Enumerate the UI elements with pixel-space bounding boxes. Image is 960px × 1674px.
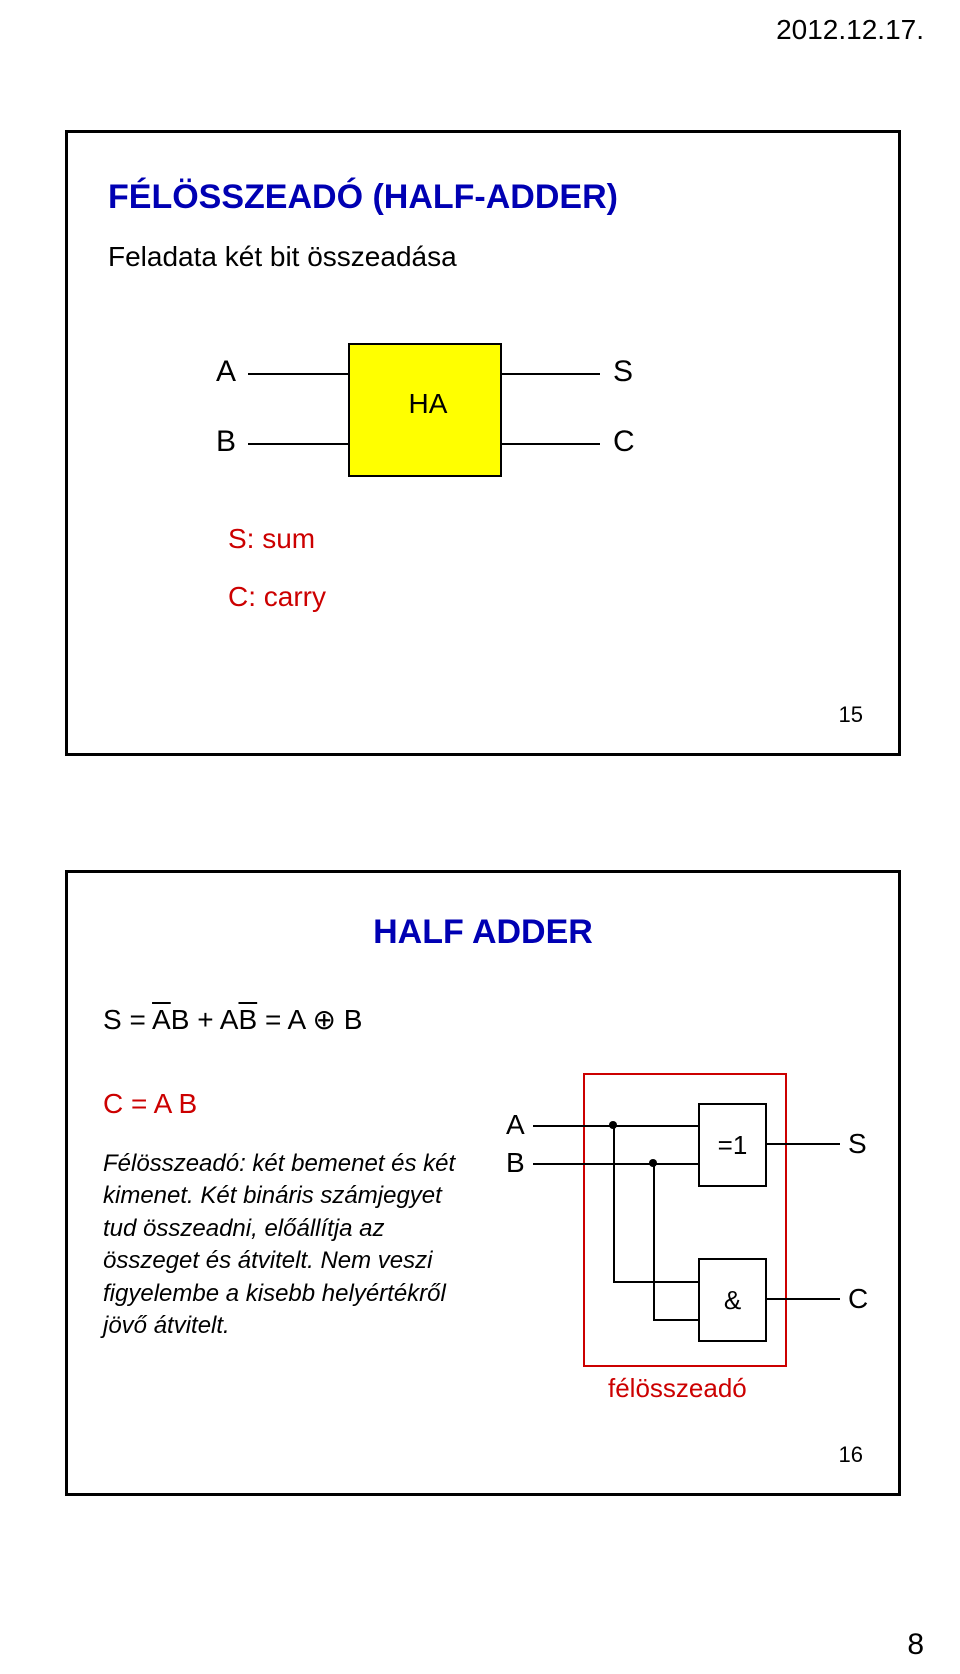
node-A bbox=[609, 1121, 617, 1129]
half-adder-description: Félösszeadó: két bemenet és két kimenet.… bbox=[103, 1148, 473, 1342]
equation-C: C = A B bbox=[103, 1088, 197, 1120]
wire-A-to-and bbox=[613, 1281, 698, 1283]
wire-B-drop bbox=[653, 1163, 655, 1321]
wire-A-in bbox=[248, 373, 348, 375]
node-B bbox=[649, 1159, 657, 1167]
wire-C bbox=[765, 1298, 840, 1300]
slide1-title: FÉLÖSSZEADÓ (HALF-ADDER) bbox=[108, 178, 618, 217]
wire-B-to-and bbox=[653, 1319, 698, 1321]
eq-tail: = A ⊕ B bbox=[257, 1004, 362, 1035]
gate-label-A: A bbox=[506, 1109, 525, 1141]
wire-S bbox=[765, 1143, 840, 1145]
eq-A2: A bbox=[220, 1004, 239, 1035]
half-adder-gate-diagram: =1 & A B S C félösszeadó bbox=[508, 1073, 868, 1413]
eq-Bbar: B bbox=[238, 1004, 257, 1035]
eq-Abar: A bbox=[152, 1004, 171, 1035]
legend-sum: S: sum bbox=[228, 523, 315, 555]
page-number: 8 bbox=[907, 1628, 924, 1662]
xor-gate: =1 bbox=[698, 1103, 767, 1187]
wire-S-out bbox=[500, 373, 600, 375]
gate-label-C: C bbox=[848, 1283, 868, 1315]
block-caption: félösszeadó bbox=[608, 1373, 747, 1404]
wire-C-out bbox=[500, 443, 600, 445]
wire-B bbox=[533, 1163, 698, 1165]
half-adder-block-diagram: HA A B S C bbox=[188, 333, 648, 483]
legend-carry: C: carry bbox=[228, 581, 326, 613]
slide2-title: HALF ADDER bbox=[68, 913, 898, 952]
equation-S: S = AB + AB = A ⊕ B bbox=[103, 1003, 362, 1037]
eq-B1: B bbox=[171, 1004, 190, 1035]
label-S: S bbox=[613, 355, 633, 389]
slide-15: FÉLÖSSZEADÓ (HALF-ADDER) Feladata két bi… bbox=[65, 130, 901, 756]
gate-label-S: S bbox=[848, 1128, 867, 1160]
wire-A-drop bbox=[613, 1125, 615, 1283]
wire-B-in bbox=[248, 443, 348, 445]
label-C: C bbox=[613, 425, 635, 459]
page: 2012.12.17. FÉLÖSSZEADÓ (HALF-ADDER) Fel… bbox=[0, 0, 960, 1674]
label-B: B bbox=[216, 425, 236, 459]
label-A: A bbox=[216, 355, 236, 389]
slide1-subtitle: Feladata két bit összeadása bbox=[108, 241, 457, 273]
slide2-number: 16 bbox=[839, 1442, 863, 1468]
date-label: 2012.12.17. bbox=[776, 14, 924, 46]
slide1-number: 15 bbox=[839, 702, 863, 728]
eq-mid: + bbox=[189, 1004, 219, 1035]
gate-label-B: B bbox=[506, 1147, 525, 1179]
and-gate: & bbox=[698, 1258, 767, 1342]
slide-16: HALF ADDER S = AB + AB = A ⊕ B C = A B F… bbox=[65, 870, 901, 1496]
eq-lead: S = bbox=[103, 1004, 152, 1035]
ha-block-label: HA bbox=[408, 388, 448, 420]
